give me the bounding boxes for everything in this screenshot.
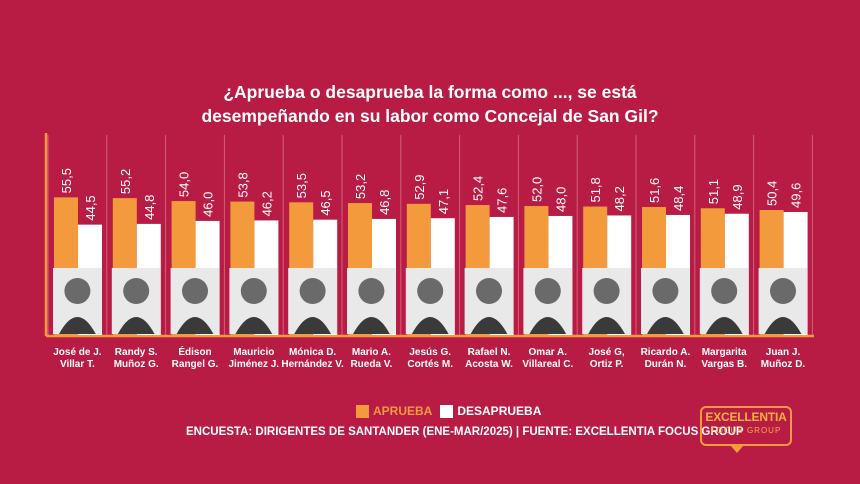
value-label-aprueba: 51,8 [588, 177, 603, 202]
photo-head [123, 278, 150, 304]
value-label-aprueba: 51,1 [706, 179, 721, 204]
photo-shoulders [235, 317, 273, 334]
photo-head [711, 278, 738, 304]
category-label: Édison [178, 345, 211, 358]
photo-shoulders [353, 317, 390, 334]
value-label-desaprueba: 47,6 [495, 188, 510, 213]
photo-head [417, 278, 444, 304]
photo-shoulders [294, 317, 331, 334]
photo-shoulders [470, 317, 508, 334]
category-label: Margarita [702, 347, 747, 358]
legend-label-desaprueba: DESAPRUEBA [457, 404, 542, 418]
value-label-desaprueba: 44,5 [83, 195, 98, 220]
category-label: José G, [589, 347, 625, 358]
photo-head [182, 278, 208, 304]
value-label-aprueba: 54,0 [177, 172, 192, 197]
photo-head [652, 278, 679, 304]
photo-shoulders [529, 317, 567, 334]
value-label-desaprueba: 46,8 [377, 190, 392, 215]
legend-swatch-desaprueba [440, 404, 454, 418]
category-label: José de J. [53, 347, 102, 358]
chart-legend: APRUEBA DESAPRUEBA [356, 404, 541, 418]
category-label: Ortiz P. [590, 359, 624, 370]
value-label-aprueba: 52,4 [471, 176, 486, 201]
value-label-desaprueba: 46,2 [259, 191, 274, 216]
photo-head [358, 278, 385, 304]
photo-head [476, 278, 502, 304]
category-label: Randy S. [115, 347, 158, 358]
photo-head [240, 278, 267, 304]
category-label: Rangel G. [172, 359, 219, 370]
value-label-desaprueba: 48,4 [671, 186, 686, 211]
photo-head [64, 278, 91, 304]
value-label-desaprueba: 48,2 [612, 186, 627, 211]
value-label-aprueba: 52,9 [412, 174, 427, 199]
category-label: Villareal C. [522, 359, 573, 370]
value-label-aprueba: 53,5 [294, 173, 309, 198]
category-label: Mario A. [352, 347, 391, 358]
value-label-desaprueba: 46,5 [318, 190, 333, 215]
legend-label-aprueba: APRUEBA [373, 404, 433, 418]
category-label: Vargas B. [701, 359, 747, 370]
chart-title-line-2: desempeñando en su labor como Concejal d… [201, 106, 659, 126]
category-label: Acosta W. [465, 359, 513, 370]
logo-wordmark: EXCELLENTIA [705, 410, 787, 424]
value-label-desaprueba: 47,1 [436, 189, 451, 214]
photo-head [534, 278, 561, 304]
photo-head [593, 278, 620, 304]
value-label-aprueba: 51,6 [647, 178, 662, 203]
value-label-desaprueba: 48,0 [553, 187, 568, 212]
category-label: Jesús G. [409, 347, 451, 358]
value-label-desaprueba: 46,0 [201, 192, 216, 217]
value-label-desaprueba: 49,6 [789, 183, 804, 208]
value-label-desaprueba: 44,8 [142, 195, 157, 220]
photo-shoulders [705, 317, 743, 334]
photo-head [770, 278, 796, 304]
value-label-desaprueba: 48,9 [730, 184, 745, 209]
photo-shoulders [647, 317, 684, 334]
category-label: Cortés M. [407, 359, 453, 370]
category-label: Omar A. [529, 347, 568, 358]
category-label: Mauricio [233, 347, 274, 358]
value-label-aprueba: 55,2 [118, 169, 133, 194]
value-label-aprueba: 53,2 [353, 174, 368, 199]
photo-shoulders [176, 317, 214, 334]
value-label-aprueba: 50,4 [765, 181, 780, 206]
category-label: Durán N. [645, 359, 687, 370]
category-label: Villar T. [60, 359, 95, 370]
category-label: Hernández V. [281, 359, 344, 370]
photo-shoulders [117, 317, 155, 334]
logo-tagline: FOCUS GROUP [710, 426, 782, 435]
chart-title-line-1: ¿Aprueba o desaprueba la forma como ...,… [223, 82, 637, 102]
brand-logo: EXCELLENTIA FOCUS GROUP [700, 406, 792, 453]
value-label-aprueba: 53,8 [235, 172, 250, 197]
category-label: Muñoz D. [761, 359, 806, 370]
value-label-aprueba: 52,0 [529, 177, 544, 202]
category-label: Muñoz G. [114, 359, 159, 370]
category-label: Jiménez J. [229, 359, 280, 370]
legend-swatch-aprueba [356, 404, 369, 418]
category-label: Juan J. [766, 347, 801, 358]
photo-shoulders [411, 317, 449, 334]
photo-shoulders [764, 317, 802, 334]
source-footer: ENCUESTA: DIRIGENTES DE SANTANDER (ENE-M… [186, 426, 744, 438]
photo-head [299, 278, 326, 304]
category-label: Rueda V. [350, 359, 392, 370]
category-label: Rafael N. [468, 347, 511, 358]
photo-shoulders [588, 317, 625, 334]
value-label-aprueba: 55,5 [59, 168, 74, 193]
category-label: Ricardo A. [641, 347, 691, 358]
category-label: Mónica D. [289, 347, 336, 358]
chart-title: ¿Aprueba o desaprueba la forma como ...,… [0, 80, 860, 128]
photo-shoulders [59, 317, 96, 334]
logo-speech-tail [730, 445, 744, 453]
